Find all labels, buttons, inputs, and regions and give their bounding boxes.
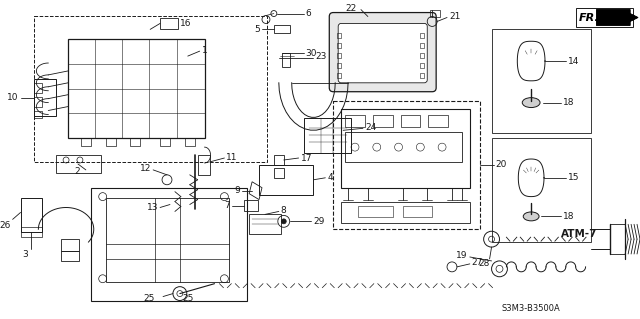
Bar: [492, 29, 591, 133]
Bar: [198, 155, 209, 175]
Bar: [61, 239, 79, 251]
Bar: [373, 115, 392, 127]
Text: 12: 12: [140, 164, 151, 174]
Text: 21: 21: [449, 12, 460, 21]
Bar: [91, 188, 247, 301]
Bar: [337, 73, 341, 78]
Bar: [420, 33, 424, 38]
Text: 30: 30: [305, 48, 317, 58]
Bar: [35, 16, 267, 162]
Text: 18: 18: [563, 98, 574, 107]
Bar: [337, 63, 341, 68]
Bar: [430, 10, 440, 17]
Bar: [35, 97, 42, 107]
Bar: [274, 155, 284, 165]
Text: 11: 11: [227, 152, 238, 161]
Bar: [420, 53, 424, 58]
Text: 19: 19: [456, 251, 468, 261]
Text: 8: 8: [281, 206, 287, 215]
Polygon shape: [596, 10, 638, 26]
Bar: [160, 18, 178, 29]
Bar: [20, 197, 42, 232]
Bar: [337, 33, 341, 38]
Bar: [244, 200, 258, 211]
Text: 13: 13: [147, 203, 158, 212]
Text: 25: 25: [144, 294, 155, 303]
Bar: [35, 83, 42, 93]
Text: 3: 3: [22, 249, 28, 258]
Text: 20: 20: [495, 160, 507, 169]
Text: 24: 24: [365, 123, 376, 132]
Text: 28: 28: [478, 259, 490, 268]
Bar: [81, 138, 91, 146]
Bar: [106, 138, 116, 146]
Text: S3M3-B3500A: S3M3-B3500A: [502, 304, 560, 313]
Bar: [420, 43, 424, 48]
Bar: [303, 118, 351, 153]
Bar: [160, 138, 170, 146]
Bar: [345, 115, 365, 127]
Bar: [403, 205, 432, 217]
Circle shape: [282, 219, 286, 224]
FancyBboxPatch shape: [338, 23, 428, 83]
Bar: [401, 115, 420, 127]
Text: 2: 2: [74, 167, 79, 176]
Ellipse shape: [522, 98, 540, 108]
Bar: [282, 53, 290, 67]
Bar: [56, 155, 100, 173]
Bar: [337, 53, 341, 58]
Text: ATM-7: ATM-7: [561, 229, 597, 239]
Text: 7: 7: [225, 201, 230, 210]
Text: 10: 10: [7, 93, 19, 102]
Bar: [492, 138, 591, 242]
Bar: [358, 205, 392, 217]
Bar: [341, 108, 470, 188]
Text: 4: 4: [327, 173, 333, 182]
Ellipse shape: [524, 212, 539, 221]
Text: 9: 9: [234, 186, 240, 195]
Text: 1: 1: [202, 46, 207, 55]
Bar: [333, 100, 480, 229]
Text: 27: 27: [472, 258, 483, 267]
Bar: [345, 132, 462, 162]
Bar: [68, 39, 205, 138]
Bar: [575, 8, 633, 27]
Text: 15: 15: [568, 173, 579, 182]
Bar: [420, 73, 424, 78]
Bar: [35, 79, 56, 116]
Text: 16: 16: [180, 19, 191, 28]
Text: 18: 18: [563, 212, 574, 221]
Text: 26: 26: [0, 221, 11, 230]
Text: 29: 29: [314, 217, 325, 226]
Bar: [20, 227, 42, 237]
Bar: [259, 165, 314, 195]
Bar: [428, 115, 448, 127]
FancyBboxPatch shape: [330, 12, 436, 92]
Bar: [249, 214, 281, 234]
Bar: [131, 138, 140, 146]
Text: 6: 6: [305, 9, 311, 18]
Bar: [106, 197, 229, 282]
Bar: [61, 251, 79, 261]
Text: 17: 17: [301, 153, 312, 162]
Bar: [274, 168, 284, 178]
Text: FR.: FR.: [579, 13, 600, 24]
Bar: [274, 26, 290, 33]
Bar: [341, 202, 470, 223]
Bar: [35, 110, 42, 118]
Text: 23: 23: [316, 52, 327, 61]
Bar: [420, 63, 424, 68]
Text: 5: 5: [254, 25, 260, 34]
Text: 14: 14: [568, 56, 579, 65]
Bar: [337, 43, 341, 48]
Text: 22: 22: [345, 4, 356, 13]
Text: 25: 25: [183, 294, 194, 303]
Bar: [185, 138, 195, 146]
